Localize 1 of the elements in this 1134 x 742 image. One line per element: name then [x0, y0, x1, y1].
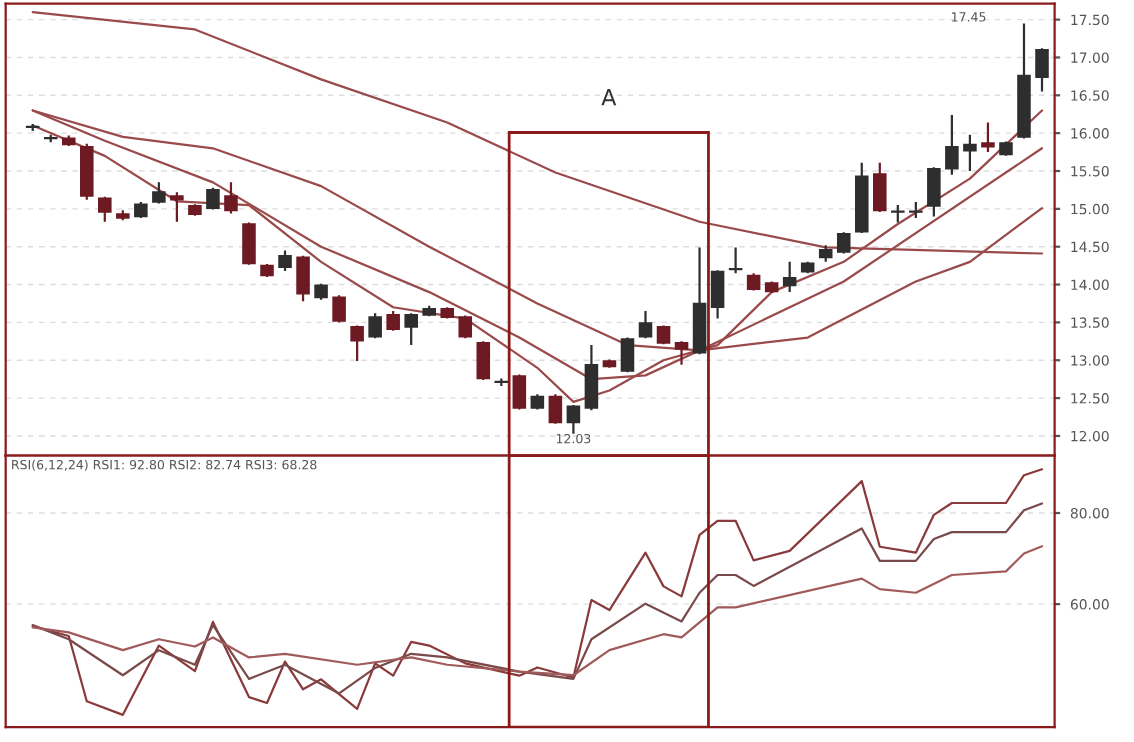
annotation: A: [601, 89, 617, 106]
